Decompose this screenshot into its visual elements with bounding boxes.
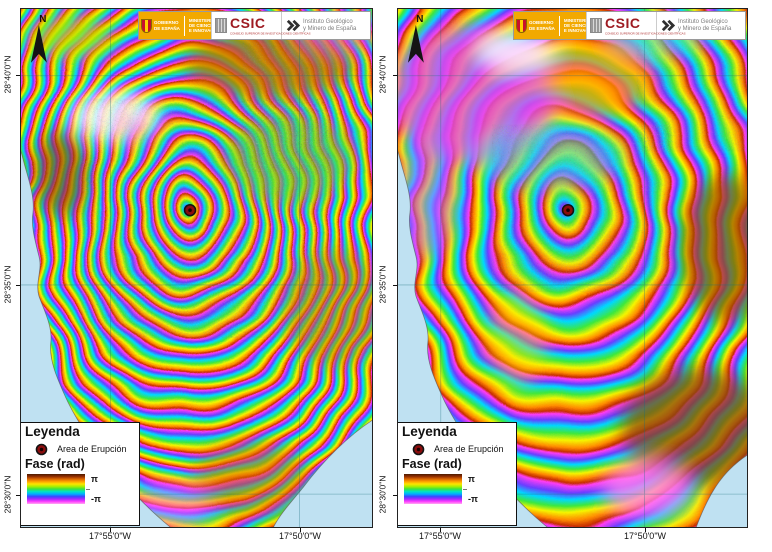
longitude-label: 17°55'0"W: [418, 531, 462, 541]
gobierno-de-espana-logo: GOBIERNO DE ESPAÑA MINISTERIO DE CIENCIA E …: [139, 12, 222, 39]
north-arrow: N: [407, 14, 424, 63]
gobierno-de-espana-logo: GOBIERNO DE ESPAÑA MINISTERIO DE CIENCIA E …: [514, 12, 597, 39]
eruption-marker-icon: [412, 443, 425, 456]
latitude-label: 28°30'0"N: [377, 475, 388, 514]
axis-tick: [393, 495, 397, 496]
phase-min-label: -π: [468, 493, 478, 504]
legend-title: Leyenda: [25, 424, 80, 439]
ministerio-label: MINISTERIO DE CIENCIA E INNOVACIÓN: [563, 17, 597, 34]
csic-logo: CSIC CONSEJO SUPERIOR DE INVESTIGACIONES…: [211, 12, 310, 39]
spain-coat-of-arms-icon: [141, 18, 152, 33]
csic-emblem-icon: [590, 18, 602, 33]
spain-coat-of-arms-icon: [516, 18, 527, 33]
gobierno-label: GOBIERNO DE ESPAÑA: [154, 20, 180, 31]
csic-acronym: CSIC: [230, 14, 266, 31]
axis-tick: [16, 75, 20, 76]
phase-min-label: -π: [91, 493, 101, 504]
phase-max-label: π: [468, 473, 475, 484]
axis-tick: [110, 528, 111, 532]
phase-scale-title: Fase (rad): [25, 456, 85, 471]
longitude-label: 17°50'0"W: [623, 531, 667, 541]
csic-subtitle: CONSEJO SUPERIOR DE INVESTIGACIONES CIEN…: [605, 31, 686, 35]
logo-divider: [558, 15, 560, 36]
north-label: N: [416, 14, 423, 25]
axis-tick: [16, 285, 20, 286]
igme-chevrons-icon: [661, 19, 675, 32]
map-panel-right: N GOBIERNO DE ESPAÑA MINISTERIO DE CIENCIA…: [397, 8, 748, 528]
igme-label: Instituto Geológico y Minero de España: [678, 18, 732, 32]
latitude-label: 28°40'0"N: [2, 55, 13, 94]
igme-chevrons-icon: [286, 19, 300, 32]
longitude-label: 17°50'0"W: [278, 531, 322, 541]
map-panel-left: N GOBIERNO DE ESPAÑA MINISTERIO DE CIENCIA…: [20, 8, 373, 528]
igme-label: Instituto Geológico y Minero de España: [303, 18, 357, 32]
eruption-area-label: Area de Erupción: [434, 444, 504, 455]
axis-tick: [645, 528, 646, 532]
north-label: N: [39, 14, 46, 25]
eruption-area-label: Area de Erupción: [57, 444, 127, 455]
latitude-label: 28°30'0"N: [2, 475, 13, 514]
csic-subtitle: CONSEJO SUPERIOR DE INVESTIGACIONES CIEN…: [230, 31, 311, 35]
ramp-mid-tick: [86, 488, 90, 490]
axis-tick: [300, 528, 301, 532]
north-arrow: N: [30, 14, 47, 63]
eruption-marker-icon: [35, 443, 48, 456]
csic-acronym: CSIC: [605, 14, 641, 31]
csic-logo: CSIC CONSEJO SUPERIOR DE INVESTIGACIONES…: [586, 12, 685, 39]
north-arrow-icon: [30, 24, 47, 63]
axis-tick: [393, 75, 397, 76]
gobierno-label: GOBIERNO DE ESPAÑA: [529, 20, 555, 31]
igme-logo: Instituto Geológico y Minero de España: [281, 12, 370, 39]
eruption-marker: [183, 203, 197, 217]
latitude-label: 28°35'0"N: [2, 265, 13, 304]
logo-bar: GOBIERNO DE ESPAÑA MINISTERIO DE CIENCIA E …: [138, 11, 371, 40]
eruption-marker: [561, 203, 575, 217]
phase-color-ramp: [27, 473, 85, 504]
axis-tick: [16, 495, 20, 496]
legend: Leyenda Area de Erupción Fase (rad): [398, 422, 517, 526]
csic-emblem-icon: [215, 18, 227, 33]
latitude-label: 28°40'0"N: [377, 55, 388, 94]
logo-divider: [183, 15, 185, 36]
axis-tick: [393, 285, 397, 286]
axis-tick: [440, 528, 441, 532]
phase-scale-title: Fase (rad): [402, 456, 462, 471]
longitude-label: 17°55'0"W: [88, 531, 132, 541]
ministerio-label: MINISTERIO DE CIENCIA E INNOVACIÓN: [188, 17, 222, 34]
north-arrow-icon: [407, 24, 424, 63]
latitude-label: 28°35'0"N: [377, 265, 388, 304]
logo-bar: GOBIERNO DE ESPAÑA MINISTERIO DE CIENCIA E …: [513, 11, 746, 40]
ramp-mid-tick: [463, 488, 467, 490]
igme-logo: Instituto Geológico y Minero de España: [656, 12, 745, 39]
legend-title: Leyenda: [402, 424, 457, 439]
legend: Leyenda Area de Erupción Fase (rad): [21, 422, 140, 526]
phase-color-ramp: [404, 473, 462, 504]
phase-max-label: π: [91, 473, 98, 484]
